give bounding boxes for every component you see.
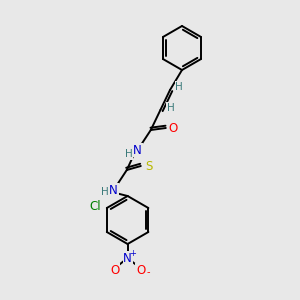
Text: H: H (167, 103, 174, 113)
Text: -: - (147, 267, 150, 277)
Text: O: O (168, 122, 177, 134)
Text: N: N (133, 143, 142, 157)
Text: H: H (175, 82, 183, 92)
Text: N: N (109, 184, 118, 196)
Text: Cl: Cl (89, 200, 100, 212)
Text: N: N (123, 251, 132, 265)
Text: O: O (110, 263, 119, 277)
Text: S: S (145, 160, 152, 172)
Text: +: + (129, 250, 136, 259)
Text: H: H (125, 149, 133, 159)
Text: H: H (101, 187, 109, 197)
Text: O: O (136, 263, 145, 277)
